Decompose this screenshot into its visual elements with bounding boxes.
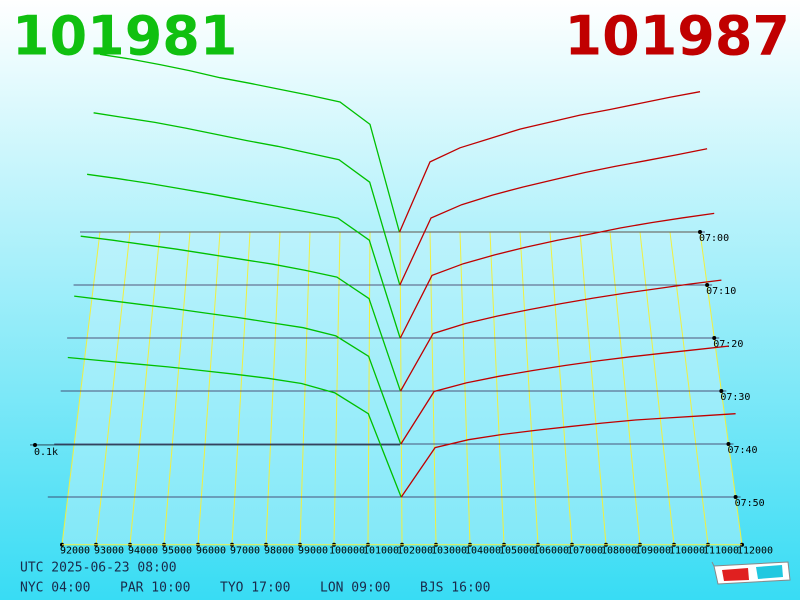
x-tick-label: 101000: [363, 546, 399, 557]
grid-line: [609, 231, 641, 545]
x-tick-label: 104000: [465, 546, 501, 557]
plot: 92000 93000 94000 95000 96000 97000 98000 99000…: [30, 53, 773, 557]
time-zones: NYC 04:00 PAR 10:00 TYO 17:00 LON 09:00 BJS …: [20, 581, 490, 596]
time-tick-mark: [712, 336, 717, 340]
x-tick-label: 98000: [264, 546, 294, 557]
zone-time: TYO 17:00: [220, 581, 290, 596]
grid-line: [669, 231, 709, 545]
x-tick-label: 100000: [329, 546, 365, 557]
grid-line: [639, 231, 675, 545]
best-ask: 101987: [565, 5, 790, 68]
grid-line: [429, 231, 437, 545]
x-tick-label: 99000: [298, 546, 328, 557]
grid-line: [95, 231, 131, 545]
time-tick-mark: [719, 389, 724, 393]
x-tick-label: 97000: [230, 546, 260, 557]
grid-line: [129, 231, 161, 545]
x-tick-label: 95000: [162, 546, 192, 557]
time-tick-mark: [698, 230, 702, 234]
ask-depth-line: [400, 345, 729, 445]
x-tick-label: 105000: [499, 546, 535, 557]
grid-line: [333, 231, 341, 545]
time-tick-mark: [733, 495, 738, 499]
x-tick-label: 111000: [703, 546, 739, 557]
z-tick-label: 0.1k: [34, 447, 58, 458]
grid-line: [489, 231, 505, 545]
time-label: 07:00: [699, 233, 729, 244]
bid-depth-line: [87, 173, 401, 339]
zone-time: PAR 10:00: [120, 581, 190, 596]
x-tick-label: 96000: [196, 546, 226, 557]
ask-depth-line: [399, 91, 701, 233]
utc-time: UTC 2025-06-23 08:00: [20, 561, 177, 576]
3d-glasses-icon: [711, 561, 791, 585]
zone-time: LON 09:00: [320, 581, 390, 596]
grid-line: [367, 231, 371, 545]
time-label: 07:20: [713, 339, 743, 350]
x-tick-label: 109000: [635, 546, 671, 557]
time-label: 07:50: [735, 498, 765, 509]
x-tick-label: 94000: [128, 546, 158, 557]
grid-line: [163, 231, 191, 545]
time-label: 07:40: [727, 445, 757, 456]
grid-line: [265, 231, 281, 545]
ask-depth-line: [400, 279, 722, 392]
grid-line: [61, 231, 101, 545]
time-tick-mark: [705, 283, 710, 287]
x-tick-label: 103000: [431, 546, 467, 557]
bid-depth-line: [93, 112, 401, 286]
x-tick-label: 93000: [94, 546, 124, 557]
x-tick-label: 102000: [397, 546, 433, 557]
bid-depth-line: [99, 53, 401, 233]
x-tick-label: 112000: [737, 546, 773, 557]
ask-depth-line: [399, 212, 715, 339]
best-bid: 101981: [12, 5, 237, 68]
grid-line: [579, 231, 607, 545]
x-tick-label: 107000: [567, 546, 603, 557]
z-tick-mark: [33, 442, 37, 447]
grid-line: [231, 231, 251, 545]
ask-depth-line: [400, 413, 736, 498]
x-tick-label: 92000: [60, 546, 90, 557]
x-tick-label: 106000: [533, 546, 569, 557]
x-tick-label: 108000: [601, 546, 637, 557]
bid-depth-line: [80, 235, 402, 392]
x-tick-label: 110000: [669, 546, 705, 557]
time-label: 07:10: [706, 286, 736, 297]
grid-line: [299, 231, 311, 545]
zone-time: NYC 04:00: [20, 581, 90, 596]
grid-line: [519, 231, 539, 545]
grid-line: [197, 231, 221, 545]
bid-depth-line: [67, 356, 402, 498]
grid-line: [549, 231, 573, 545]
time-tick-mark: [726, 442, 731, 446]
grid-line: [459, 231, 471, 545]
zone-time: BJS 16:00: [420, 581, 490, 596]
ask-depth-line: [399, 148, 708, 286]
bid-depth-line: [74, 295, 402, 445]
time-label: 07:30: [720, 392, 750, 403]
